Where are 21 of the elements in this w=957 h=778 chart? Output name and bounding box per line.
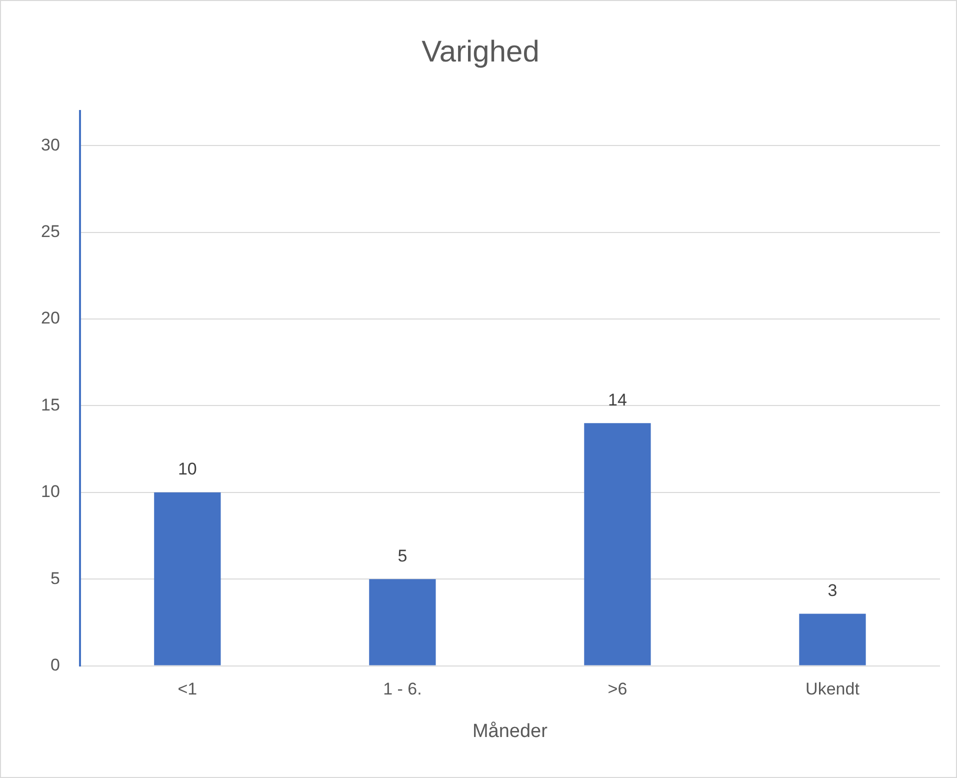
bar: [584, 423, 651, 666]
x-axis-title: Måneder: [472, 720, 548, 742]
y-tick-label: 20: [40, 308, 60, 328]
x-tick-label: 1 - 6.: [383, 680, 422, 699]
bar: [154, 492, 221, 666]
chart-title: Varighed: [422, 35, 540, 68]
bar: [369, 579, 436, 666]
data-label: 10: [178, 460, 197, 479]
x-tick-label: >6: [608, 680, 628, 699]
y-tick-label: 10: [40, 482, 60, 502]
x-tick-label: Ukendt: [806, 680, 860, 699]
bar: [799, 614, 866, 666]
x-tick-label: <1: [178, 680, 198, 699]
y-tick-label: 15: [40, 395, 60, 414]
y-tick-label: 30: [40, 135, 60, 154]
data-label: 5: [398, 546, 408, 566]
y-tick-label: 0: [50, 655, 60, 674]
y-tick-label: 5: [50, 568, 60, 588]
y-tick-label: 25: [40, 222, 60, 242]
data-label: 14: [608, 390, 627, 410]
data-label: 3: [828, 580, 838, 600]
